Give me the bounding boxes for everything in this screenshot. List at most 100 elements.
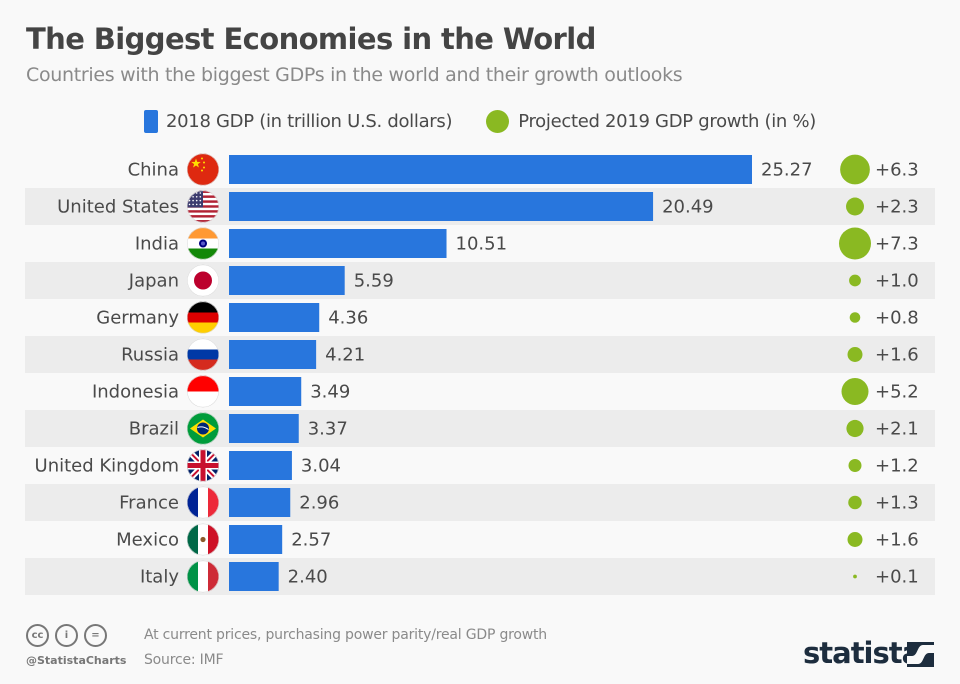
- country-label: Indonesia: [92, 382, 179, 403]
- chart-title: The Biggest Economies in the World: [26, 22, 596, 56]
- gdp-value-label: 4.36: [328, 308, 368, 329]
- gdp-value-label: 25.27: [761, 160, 813, 181]
- growth-bubble: [853, 574, 857, 579]
- gdp-value-label: 2.96: [299, 493, 339, 514]
- growth-value-label: +6.3: [875, 160, 919, 181]
- flag-united-states-icon: [187, 190, 219, 223]
- chart-row: Brazil 3.37 +2.1: [25, 410, 935, 447]
- chart-row: United States 20.49 +2.3: [25, 188, 935, 225]
- flag-france-icon: [187, 486, 219, 519]
- flag-mexico-icon: [187, 523, 219, 556]
- chart-row: Indonesia 3.49 +5.2: [92, 375, 919, 408]
- growth-value-label: +1.0: [875, 271, 919, 292]
- gdp-value-label: 3.04: [301, 456, 341, 477]
- chart-row: United Kingdom 3.04 +1.2: [35, 449, 919, 482]
- row-stripe: [25, 336, 935, 373]
- country-label: United States: [57, 197, 179, 218]
- legend: 2018 GDP (in trillion U.S. dollars) Proj…: [0, 110, 960, 133]
- growth-value-label: +1.3: [875, 493, 919, 514]
- gdp-bar: [229, 451, 292, 480]
- legend-growth-label: Projected 2019 GDP growth (in %): [518, 111, 816, 132]
- gdp-bar: [229, 266, 345, 295]
- country-label: France: [119, 493, 179, 514]
- flag-indonesia-icon: [187, 375, 219, 408]
- gdp-value-label: 3.49: [310, 382, 350, 403]
- statista-logo[interactable]: statista: [803, 636, 921, 670]
- gdp-value-label: 10.51: [456, 234, 508, 255]
- growth-value-label: +0.1: [875, 567, 919, 588]
- flag-china-icon: [187, 153, 219, 186]
- gdp-bar: [229, 488, 291, 517]
- growth-bubble: [848, 495, 862, 510]
- growth-value-label: +0.8: [875, 308, 919, 329]
- country-label: United Kingdom: [35, 456, 179, 477]
- chart-row: Mexico 2.57 +1.6: [116, 523, 919, 556]
- statista-handle[interactable]: @StatistaCharts: [26, 654, 127, 667]
- growth-value-label: +1.2: [875, 456, 919, 477]
- legend-gdp-label: 2018 GDP (in trillion U.S. dollars): [166, 111, 453, 132]
- flag-brazil-icon: [187, 412, 219, 445]
- attribution-icon[interactable]: i: [55, 624, 78, 647]
- growth-value-label: +7.3: [875, 234, 919, 255]
- gdp-bar: [229, 377, 302, 406]
- gdp-bar: [229, 192, 654, 221]
- country-label: Germany: [96, 308, 179, 329]
- legend-item-gdp: 2018 GDP (in trillion U.S. dollars): [144, 110, 453, 133]
- flag-united-kingdom-icon: [187, 449, 219, 482]
- growth-bubble: [839, 227, 871, 260]
- growth-value-label: +5.2: [875, 382, 919, 403]
- gdp-value-label: 4.21: [325, 345, 365, 366]
- gdp-bar: [229, 229, 447, 258]
- legend-item-growth: Projected 2019 GDP growth (in %): [486, 110, 816, 133]
- gdp-value-label: 2.40: [288, 567, 328, 588]
- chart-subtitle: Countries with the biggest GDPs in the w…: [26, 64, 683, 86]
- country-label: Russia: [121, 345, 179, 366]
- gdp-value-label: 2.57: [291, 530, 331, 551]
- growth-bubble: [841, 377, 869, 406]
- no-derivatives-icon[interactable]: =: [84, 624, 107, 647]
- gdp-value-label: 3.37: [308, 419, 348, 440]
- growth-bubble: [848, 459, 862, 472]
- cc-icon[interactable]: cc: [26, 624, 49, 647]
- growth-bubble: [849, 312, 861, 323]
- growth-value-label: +1.6: [875, 530, 919, 551]
- flag-germany-icon: [187, 301, 219, 334]
- chart-row: Germany 4.36 +0.8: [96, 301, 919, 334]
- chart-row: Italy 2.40 +0.1: [25, 558, 935, 595]
- gdp-bar: [229, 303, 320, 332]
- gdp-value-label: 5.59: [354, 271, 394, 292]
- growth-value-label: +2.3: [875, 197, 919, 218]
- legend-bar-swatch-icon: [144, 110, 158, 133]
- growth-bubble: [846, 197, 864, 216]
- flag-russia-icon: [187, 338, 219, 371]
- flag-india-icon: [187, 227, 219, 260]
- growth-bubble: [846, 419, 864, 438]
- gdp-bar: [229, 340, 317, 369]
- license-icons: cc i =: [26, 624, 113, 647]
- footnote: At current prices, purchasing power pari…: [144, 627, 547, 643]
- source: Source: IMF: [144, 652, 224, 668]
- flag-japan-icon: [187, 264, 219, 297]
- statista-logo-icon: [907, 642, 934, 667]
- growth-value-label: +2.1: [875, 419, 919, 440]
- gdp-bar: [229, 562, 279, 591]
- country-label: Japan: [128, 271, 179, 292]
- growth-value-label: +1.6: [875, 345, 919, 366]
- gdp-bar: [229, 414, 299, 443]
- growth-bubble: [849, 274, 861, 287]
- flag-italy-icon: [187, 560, 219, 593]
- country-label: Italy: [140, 567, 179, 588]
- gdp-value-label: 20.49: [662, 197, 714, 218]
- growth-bubble: [847, 347, 863, 362]
- row-stripe: [25, 262, 935, 299]
- chart-row: Japan 5.59 +1.0: [25, 262, 935, 299]
- chart-row: China 25.27 +6.3: [128, 153, 919, 186]
- chart-row: India 10.51 +7.3: [135, 227, 919, 260]
- row-stripe: [25, 484, 935, 521]
- country-label: China: [128, 160, 179, 181]
- chart-row: France 2.96 +1.3: [25, 484, 935, 521]
- country-label: India: [135, 234, 179, 255]
- growth-bubble: [840, 154, 870, 185]
- legend-dot-swatch-icon: [486, 110, 510, 133]
